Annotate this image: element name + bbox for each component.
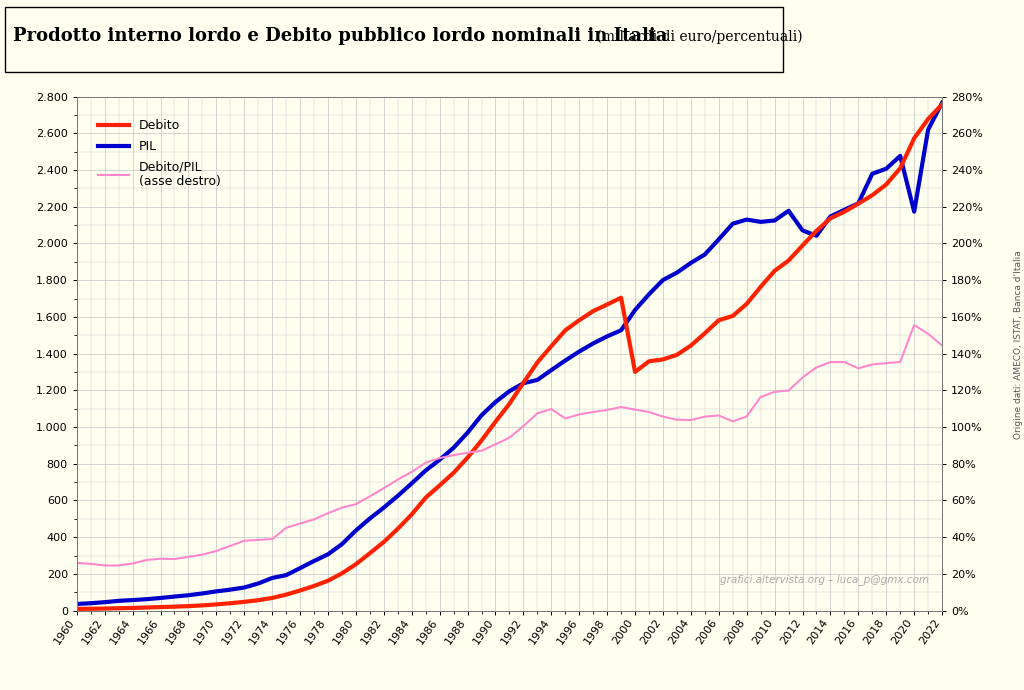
Text: Prodotto interno lordo e Debito pubblico lordo nominali in Italia: Prodotto interno lordo e Debito pubblico… [13,28,668,46]
Legend: Debito, PIL, Debito/PIL
(asse destro): Debito, PIL, Debito/PIL (asse destro) [92,113,227,195]
Text: (miliardi di euro/percentuali): (miliardi di euro/percentuali) [592,29,803,43]
Text: Origine dati: AMECO, ISTAT, Banca d’Italia: Origine dati: AMECO, ISTAT, Banca d’Ital… [1014,250,1023,440]
Text: grafici.altervista.org – luca_p@gmx.com: grafici.altervista.org – luca_p@gmx.com [720,574,929,585]
